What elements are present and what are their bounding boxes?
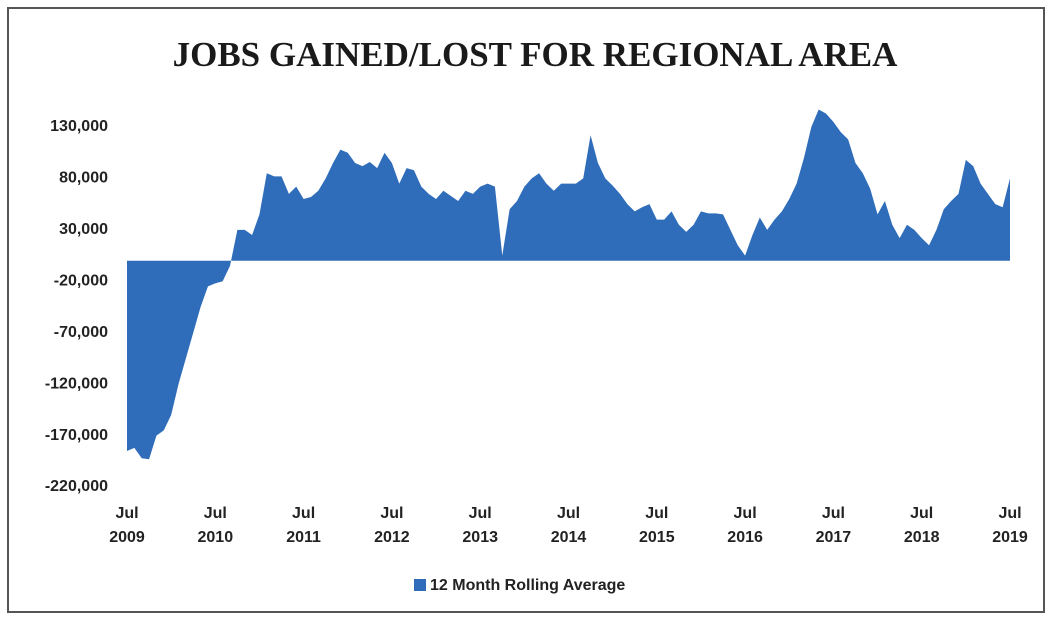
x-tick-label-line: Jul <box>469 505 492 522</box>
legend-swatch <box>414 579 426 591</box>
y-tick-label: -20,000 <box>54 273 108 290</box>
x-tick-label-line: 2018 <box>904 529 940 546</box>
legend-label: 12 Month Rolling Average <box>430 577 625 594</box>
x-tick-label: Jul 2010 <box>198 505 234 546</box>
x-tick-label-line: 2011 <box>286 529 321 546</box>
x-tick-label-line: 2009 <box>109 529 145 546</box>
area <box>127 109 1010 460</box>
x-tick-label-line: 2012 <box>374 529 410 546</box>
x-tick-label-line: Jul <box>645 505 668 522</box>
x-tick-label-line: Jul <box>910 505 933 522</box>
y-tick-label: -70,000 <box>54 324 108 341</box>
x-tick-label: Jul 2019 <box>992 505 1028 546</box>
x-tick-label: Jul 2015 <box>639 505 675 546</box>
y-tick-label: -220,000 <box>45 478 108 495</box>
y-tick-label: 130,000 <box>50 118 108 135</box>
x-tick-label-line: Jul <box>822 505 845 522</box>
x-tick-label: Jul 2012 <box>374 505 410 546</box>
x-tick-label: Jul 2011 <box>286 505 321 546</box>
x-tick-label-line: Jul <box>380 505 403 522</box>
y-tick-label: -120,000 <box>45 375 108 392</box>
y-tick-label: 30,000 <box>59 221 108 238</box>
x-tick-label: Jul 2009 <box>109 505 145 546</box>
x-tick-label-line: 2014 <box>551 529 587 546</box>
x-tick-label-line: Jul <box>115 505 138 522</box>
x-tick-label-line: 2013 <box>462 529 498 546</box>
x-tick-label: Jul 2018 <box>904 505 940 546</box>
x-tick-label-line: Jul <box>204 505 227 522</box>
x-tick-label-line: 2016 <box>727 529 763 546</box>
x-tick-label-line: Jul <box>734 505 757 522</box>
chart-title: JOBS GAINED/LOST FOR REGIONAL AREA <box>173 35 899 74</box>
x-tick-label: Jul 2014 <box>551 505 587 546</box>
x-tick-label: Jul 2016 <box>727 505 763 546</box>
x-tick-label-line: 2017 <box>816 529 852 546</box>
x-tick-label-line: Jul <box>292 505 315 522</box>
x-tick-label: Jul 2013 <box>462 505 498 546</box>
x-tick-label-line: Jul <box>998 505 1021 522</box>
x-tick-label-line: 2019 <box>992 529 1028 546</box>
y-tick-label: 80,000 <box>59 170 108 187</box>
y-tick-label: -170,000 <box>45 427 108 444</box>
x-tick-label: Jul 2017 <box>816 505 852 546</box>
x-tick-label-line: Jul <box>557 505 580 522</box>
x-tick-label-line: 2010 <box>198 529 234 546</box>
x-tick-label-line: 2015 <box>639 529 675 546</box>
